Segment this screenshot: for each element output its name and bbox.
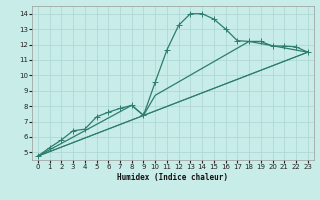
X-axis label: Humidex (Indice chaleur): Humidex (Indice chaleur) [117,173,228,182]
